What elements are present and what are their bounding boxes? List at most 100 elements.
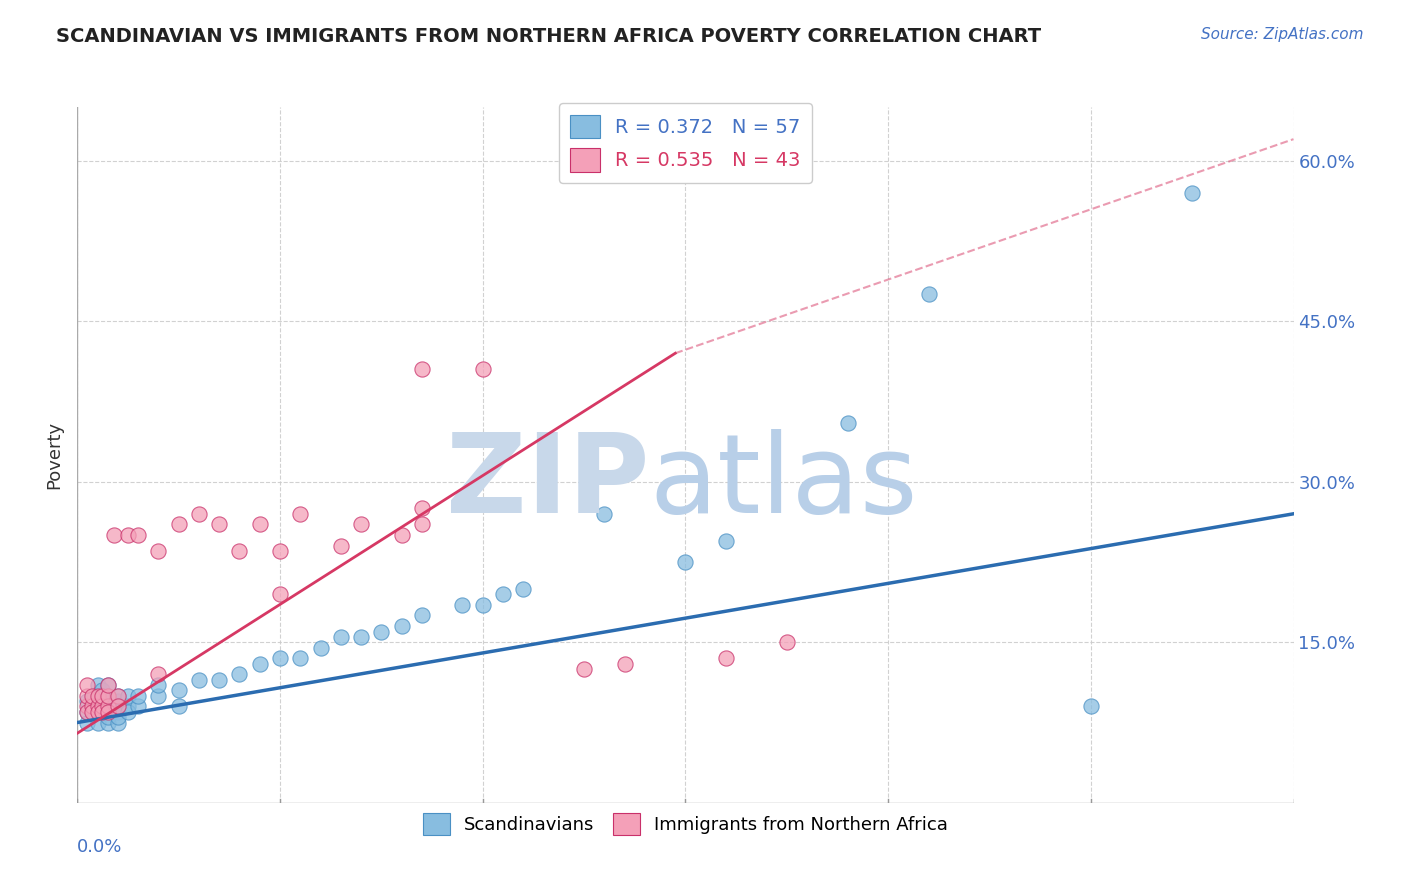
Point (97, 699, 120, 714)
Point (471, 362, 494, 376)
Point (97, 710, 120, 724)
Legend: Scandinavians, Immigrants from Northern Africa: Scandinavians, Immigrants from Northern … (416, 806, 955, 842)
Point (776, 635, 799, 649)
Point (76, 694, 98, 708)
Point (290, 651, 312, 665)
Point (86, 715, 108, 730)
Point (97, 705, 120, 719)
Point (411, 608, 433, 623)
Point (127, 528, 149, 542)
Point (90, 705, 112, 719)
Point (269, 587, 291, 601)
Point (86, 678, 108, 692)
Point (1181, 186, 1204, 200)
Point (148, 667, 170, 681)
Point (148, 678, 170, 692)
Point (97, 678, 120, 692)
Point (80, 689, 103, 703)
Point (97, 715, 120, 730)
Point (90, 705, 112, 719)
Point (167, 683, 190, 698)
Point (97, 678, 120, 692)
Point (127, 689, 149, 703)
Point (86, 699, 108, 714)
Point (492, 587, 515, 601)
Point (350, 630, 373, 644)
Point (391, 528, 413, 542)
Point (86, 689, 108, 703)
Text: 0.0%: 0.0% (77, 838, 122, 855)
Text: atlas: atlas (650, 429, 918, 536)
Point (86, 699, 108, 714)
Point (613, 657, 636, 671)
Point (80, 699, 103, 714)
Point (107, 715, 129, 730)
Point (117, 689, 139, 703)
Y-axis label: Poverty: Poverty (45, 421, 63, 489)
Point (675, 555, 697, 569)
Point (90, 694, 112, 708)
Point (188, 673, 211, 687)
Point (471, 598, 494, 612)
Point (269, 651, 291, 665)
Point (107, 689, 129, 703)
Point (83, 689, 105, 703)
Point (451, 598, 474, 612)
Point (309, 640, 332, 655)
Point (228, 667, 250, 681)
Point (107, 710, 129, 724)
Point (329, 539, 352, 553)
Point (350, 517, 373, 532)
Point (86, 705, 108, 719)
Point (148, 689, 170, 703)
Text: SCANDINAVIAN VS IMMIGRANTS FROM NORTHERN AFRICA POVERTY CORRELATION CHART: SCANDINAVIAN VS IMMIGRANTS FROM NORTHERN… (56, 27, 1042, 45)
Point (86, 689, 108, 703)
Point (117, 705, 139, 719)
Point (411, 501, 433, 516)
Point (107, 699, 129, 714)
Point (918, 287, 941, 301)
Point (370, 624, 392, 639)
Point (329, 630, 352, 644)
Point (117, 528, 139, 542)
Point (167, 699, 190, 714)
Point (411, 362, 433, 376)
Point (249, 657, 271, 671)
Point (97, 699, 120, 714)
Point (107, 705, 129, 719)
Point (1080, 699, 1102, 714)
Point (127, 699, 149, 714)
Point (208, 517, 231, 532)
Point (83, 705, 105, 719)
Point (391, 619, 413, 633)
Point (167, 517, 190, 532)
Text: Source: ZipAtlas.com: Source: ZipAtlas.com (1201, 27, 1364, 42)
Point (86, 705, 108, 719)
Point (188, 507, 211, 521)
Point (107, 699, 129, 714)
Point (512, 582, 534, 596)
Point (228, 544, 250, 558)
Point (269, 544, 291, 558)
Text: ZIP: ZIP (446, 429, 650, 536)
Point (714, 651, 737, 665)
Point (714, 533, 737, 548)
Point (90, 689, 112, 703)
Point (107, 689, 129, 703)
Point (76, 699, 98, 714)
Point (97, 689, 120, 703)
Point (83, 699, 105, 714)
Point (117, 699, 139, 714)
Point (76, 705, 98, 719)
Point (90, 699, 112, 714)
Point (249, 517, 271, 532)
Point (90, 683, 112, 698)
Point (411, 517, 433, 532)
Point (76, 715, 98, 730)
Point (76, 705, 98, 719)
Point (208, 673, 231, 687)
Point (593, 507, 616, 521)
Point (290, 507, 312, 521)
Point (148, 544, 170, 558)
Point (97, 689, 120, 703)
